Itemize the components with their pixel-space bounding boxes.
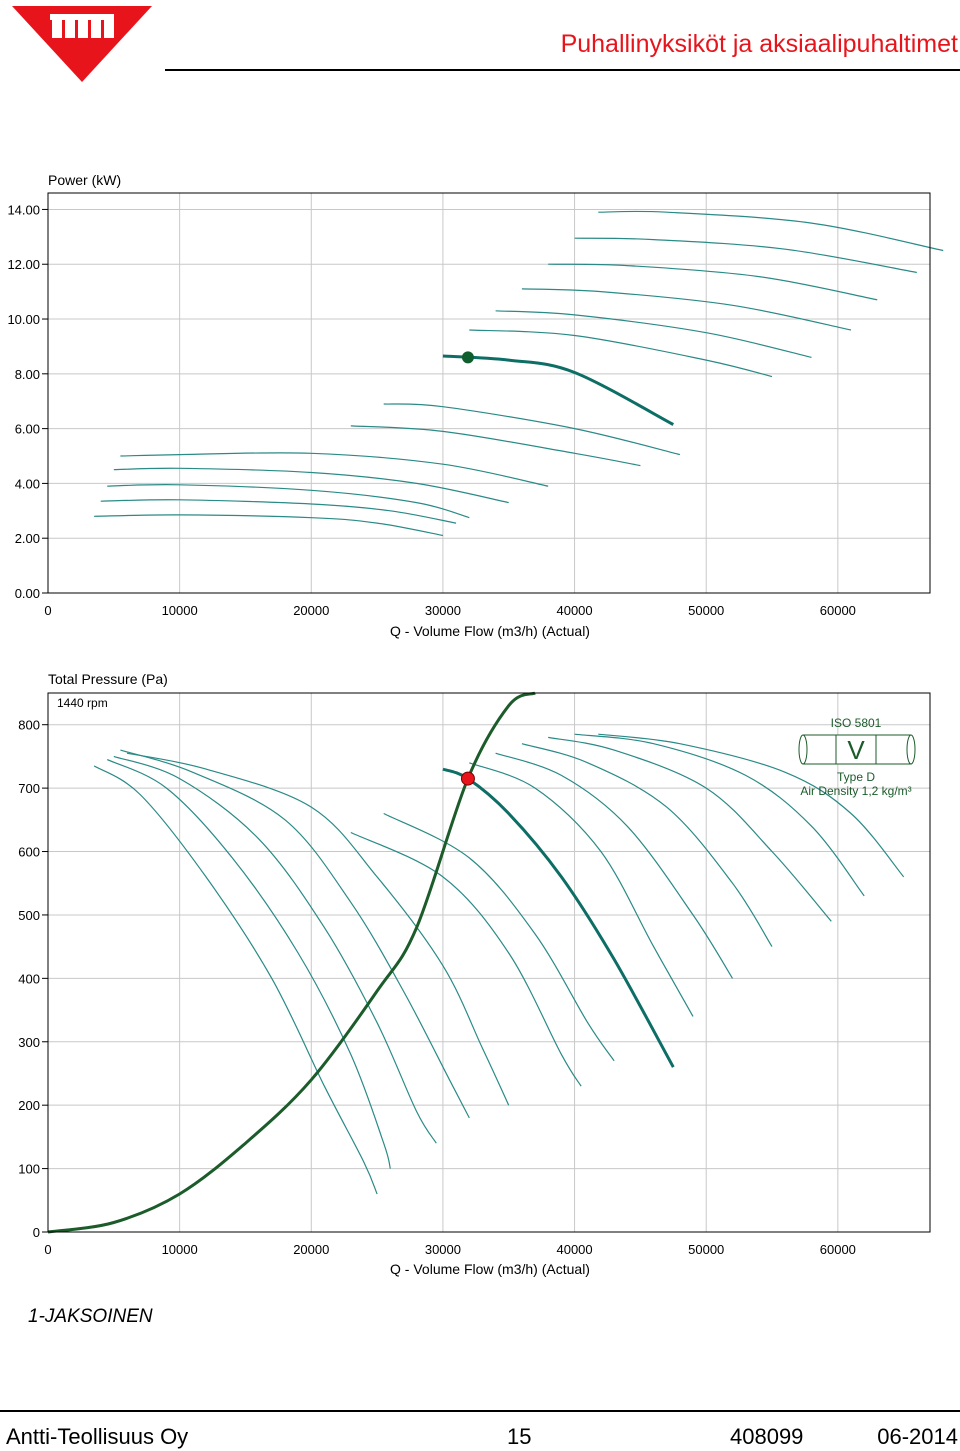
fan-curve	[383, 403, 681, 456]
iso-duct-left	[798, 734, 808, 765]
fan-curve	[107, 484, 470, 519]
iso-badge: ISO 5801 V Type D Air Density 1,2 kg/m³	[798, 716, 916, 798]
fan-curve	[469, 762, 694, 1017]
logo-triangle	[12, 6, 152, 82]
power-xlabel: Q - Volume Flow (m3/h) (Actual)	[390, 623, 590, 639]
x-tick-label: 30000	[425, 603, 461, 618]
y-tick-label: 800	[18, 718, 40, 733]
fan-curve	[521, 288, 852, 331]
logo-lettering	[50, 14, 114, 38]
fan-curve	[126, 752, 510, 1106]
section-label: 1-JAKSOINEN	[28, 1306, 153, 1327]
y-tick-label: 100	[18, 1162, 40, 1177]
y-tick-label: 200	[18, 1098, 40, 1113]
operating-point	[460, 771, 475, 786]
footer-rule	[0, 1410, 960, 1412]
y-tick-label: 500	[18, 908, 40, 923]
x-tick-label: 0	[44, 1242, 51, 1257]
iso-type: Type D	[837, 770, 875, 784]
power-curves	[94, 210, 944, 537]
power-plot-frame	[47, 192, 931, 594]
pressure-ylabel: Total Pressure (Pa)	[48, 671, 168, 687]
rpm-label: 1440 rpm	[57, 696, 108, 710]
power-chart: Power (kW) 14.00 12.00 10.00 8.00 6.00 4.00 2.…	[7, 172, 944, 639]
y-tick-label: 700	[18, 781, 40, 796]
x-tick-label: 60000	[820, 1242, 856, 1257]
x-tick-label: 30000	[425, 1242, 461, 1257]
footer-page: 15	[507, 1424, 532, 1449]
y-tick-label: 14.00	[7, 202, 40, 217]
x-tick-label: 60000	[820, 603, 856, 618]
fan-curve	[548, 263, 878, 301]
fan-curve	[94, 514, 444, 537]
header-rule	[165, 69, 960, 71]
operating-point	[461, 351, 474, 364]
fan-curve	[120, 452, 549, 487]
iso-density: Air Density 1,2 kg/m³	[800, 784, 911, 798]
x-tick-label: 50000	[688, 603, 724, 618]
y-tick-label: 400	[18, 971, 40, 986]
selected-fan-curve	[442, 354, 674, 426]
y-tick-label: 6.00	[15, 422, 40, 437]
pressure-plot-frame	[47, 692, 931, 1233]
y-tick-label: 0	[33, 1225, 40, 1240]
power-grid	[47, 193, 930, 594]
y-tick-label: 600	[18, 845, 40, 860]
pressure-curves	[47, 691, 905, 1234]
fan-curve	[113, 467, 509, 504]
x-tick-label: 20000	[293, 603, 329, 618]
x-tick-label: 40000	[556, 603, 592, 618]
footer-company: Antti-Teollisuus Oy	[6, 1424, 189, 1449]
x-tick-label: 0	[44, 603, 51, 618]
y-tick-label: 0.00	[15, 586, 40, 601]
fan-curve	[574, 237, 917, 274]
fan-curve	[106, 759, 391, 1169]
iso-standard: ISO 5801	[831, 716, 882, 730]
x-tick-label: 50000	[688, 1242, 724, 1257]
x-tick-label: 10000	[162, 603, 198, 618]
x-tick-label: 40000	[556, 1242, 592, 1257]
pressure-yticks: 800 700 600 500 400 300 200 100 0	[18, 718, 48, 1240]
footer-code: 408099	[730, 1424, 804, 1449]
iso-symbol: V	[847, 735, 865, 765]
y-tick-label: 2.00	[15, 531, 40, 546]
fan-curve	[383, 812, 615, 1062]
fan-curve	[113, 755, 437, 1144]
fan-curve	[521, 743, 773, 947]
antti-logo	[12, 6, 152, 82]
power-yticks: 14.00 12.00 10.00 8.00 6.00 4.00 2.00 0.00	[7, 202, 48, 601]
fan-curve	[548, 736, 832, 922]
fan-curve	[598, 733, 905, 878]
header-title: Puhallinyksiköt ja aksiaalipuhaltimet	[560, 30, 958, 58]
y-tick-label: 300	[18, 1035, 40, 1050]
x-tick-label: 20000	[293, 1242, 329, 1257]
power-xticks: 0 10000 20000 30000 40000 50000 60000	[44, 603, 856, 618]
pressure-xlabel: Q - Volume Flow (m3/h) (Actual)	[390, 1261, 590, 1277]
fan-curve	[495, 752, 734, 979]
y-tick-label: 12.00	[7, 257, 40, 272]
pressure-xticks: 0 10000 20000 30000 40000 50000 60000	[44, 1242, 856, 1257]
fan-curve	[495, 310, 812, 358]
fan-curve	[350, 425, 641, 467]
x-tick-label: 10000	[162, 1242, 198, 1257]
fan-curve	[350, 831, 582, 1087]
iso-duct-right	[906, 734, 916, 765]
system-curve	[47, 691, 536, 1234]
fan-curve	[93, 765, 378, 1195]
fan-curve	[574, 733, 865, 897]
iso-fan-box	[835, 734, 877, 765]
footer-date: 06-2014	[877, 1424, 958, 1449]
y-tick-label: 8.00	[15, 367, 40, 382]
fan-curve	[598, 210, 944, 252]
fan-curve	[100, 499, 457, 524]
fan-curve	[469, 329, 773, 378]
y-tick-label: 10.00	[7, 312, 40, 327]
fan-curve	[120, 749, 470, 1119]
power-ylabel: Power (kW)	[48, 172, 121, 188]
y-tick-label: 4.00	[15, 476, 40, 491]
pressure-chart: Total Pressure (Pa) 1440 rpm ISO 5801 V …	[18, 671, 931, 1277]
pressure-grid	[47, 693, 930, 1233]
